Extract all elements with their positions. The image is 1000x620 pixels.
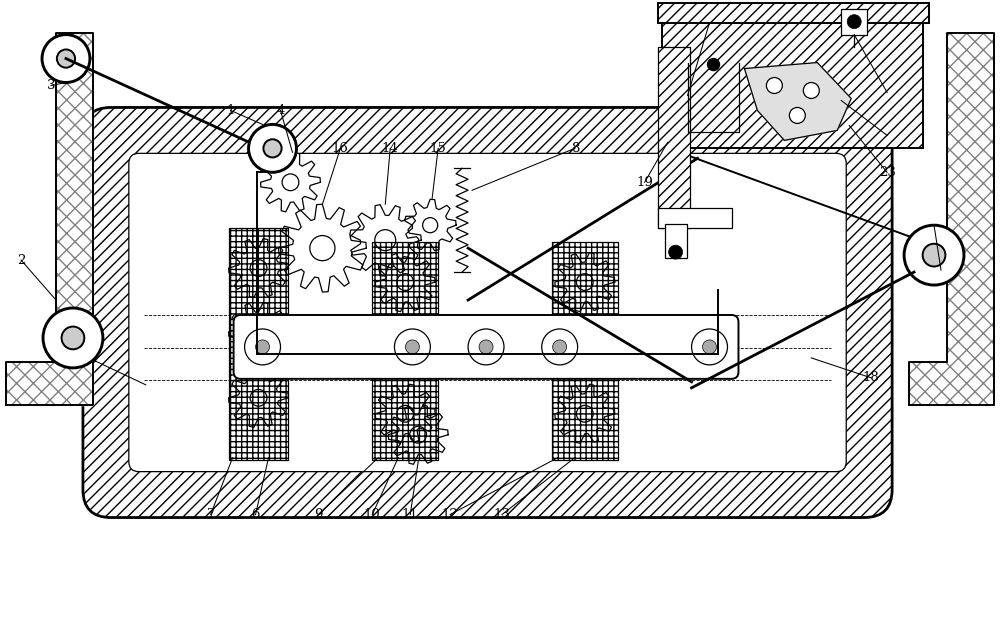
Text: 22: 22 [879,129,896,142]
Bar [662,17,923,148]
Bar [658,46,690,228]
Text: 4: 4 [276,104,285,117]
FancyBboxPatch shape [234,315,738,379]
Bar [229,228,288,459]
FancyBboxPatch shape [83,107,892,518]
Text: 3: 3 [47,79,55,92]
FancyBboxPatch shape [129,153,846,472]
Circle shape [62,327,84,349]
Bar [372,242,438,459]
Circle shape [479,340,493,354]
Polygon shape [6,33,93,405]
Text: 2: 2 [17,254,25,267]
Circle shape [789,107,805,123]
Circle shape [708,58,720,71]
Text: 11: 11 [402,508,419,521]
Bar [658,208,732,228]
Circle shape [703,340,717,354]
Text: 19: 19 [636,176,653,188]
Bar [229,228,288,459]
Text: 13: 13 [494,508,510,521]
Polygon shape [909,33,994,405]
Bar [658,2,929,23]
Bar [552,242,618,459]
Circle shape [256,340,270,354]
Bar [665,224,687,258]
Circle shape [43,308,103,368]
Text: 7: 7 [206,508,215,521]
Circle shape [42,35,90,82]
Circle shape [923,244,945,267]
Bar [552,242,618,459]
Text: 21: 21 [679,89,696,102]
Circle shape [263,140,282,157]
Text: 18: 18 [863,371,880,384]
Bar [658,46,690,228]
Circle shape [57,50,75,68]
Circle shape [245,329,280,365]
Text: 14: 14 [382,142,399,155]
Polygon shape [744,63,851,140]
Text: 17: 17 [933,264,949,277]
Text: 9: 9 [314,508,323,521]
Text: 20: 20 [879,86,896,99]
Text: 6: 6 [251,508,260,521]
Text: 5: 5 [89,353,97,366]
Text: 23: 23 [879,166,896,179]
Text: 10: 10 [364,508,381,521]
Circle shape [405,340,419,354]
Circle shape [394,329,430,365]
Text: 16: 16 [332,142,349,155]
Bar [662,17,923,148]
Circle shape [468,329,504,365]
Text: 15: 15 [430,142,447,155]
Circle shape [847,15,861,29]
Circle shape [692,329,727,365]
Bar [372,242,438,459]
Circle shape [904,225,964,285]
Circle shape [553,340,567,354]
Text: 8: 8 [571,142,579,155]
Bar [841,9,867,35]
Text: 12: 12 [442,508,458,521]
Text: 1: 1 [226,104,235,117]
Circle shape [249,125,296,172]
Circle shape [669,245,683,259]
Circle shape [766,78,782,94]
Bar [658,2,929,23]
Circle shape [803,82,819,99]
Circle shape [542,329,578,365]
